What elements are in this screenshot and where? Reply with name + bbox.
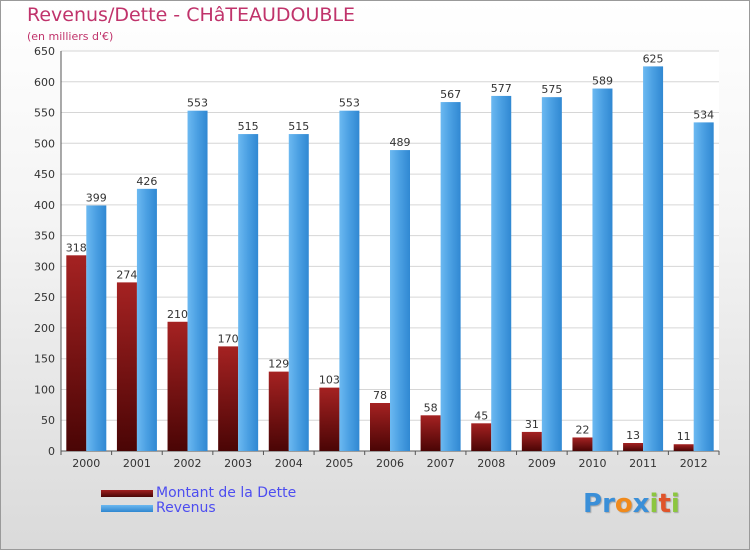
x-tick-label: 2002 bbox=[174, 457, 202, 470]
bar-dette bbox=[623, 443, 644, 451]
data-label-dette: 11 bbox=[677, 430, 691, 443]
logo-letter: t bbox=[658, 489, 671, 519]
y-tick-label: 600 bbox=[34, 76, 55, 89]
x-tick-label: 2010 bbox=[578, 457, 606, 470]
y-tick-label: 0 bbox=[48, 445, 55, 458]
data-label-dette: 103 bbox=[319, 374, 340, 387]
y-tick-label: 350 bbox=[34, 230, 55, 243]
y-tick-label: 200 bbox=[34, 322, 55, 335]
y-tick-label: 300 bbox=[34, 260, 55, 273]
logo-letter: r bbox=[602, 489, 615, 519]
bar-revenus bbox=[491, 95, 512, 451]
logo-letter: x bbox=[632, 489, 650, 519]
bar-revenus bbox=[339, 110, 360, 451]
data-label-dette: 274 bbox=[116, 268, 137, 281]
data-label-dette: 13 bbox=[626, 429, 640, 442]
bar-dette bbox=[471, 423, 492, 451]
data-label-revenus: 515 bbox=[288, 120, 309, 133]
bar-revenus bbox=[440, 102, 461, 452]
data-label-revenus: 553 bbox=[339, 97, 360, 110]
data-label-dette: 129 bbox=[268, 358, 289, 371]
y-tick-label: 450 bbox=[34, 168, 55, 181]
logo-letter: P bbox=[583, 489, 603, 519]
chart-title: Revenus/Dette - CHâTEAUDOUBLE bbox=[27, 4, 356, 26]
bar-revenus bbox=[643, 66, 664, 451]
y-tick-label: 550 bbox=[34, 107, 55, 120]
legend-swatch-dette bbox=[101, 490, 153, 497]
data-label-revenus: 625 bbox=[643, 52, 664, 65]
bar-revenus bbox=[693, 122, 714, 451]
x-tick-label: 2004 bbox=[275, 457, 303, 470]
data-label-revenus: 534 bbox=[693, 108, 714, 121]
bar-revenus bbox=[288, 134, 309, 452]
data-label-revenus: 553 bbox=[187, 97, 208, 110]
bar-dette bbox=[572, 437, 593, 451]
bar-chart: 0 50 100 150 200 250 300 350 400 450 500 550 600 650 2… bbox=[34, 45, 720, 470]
bar-dette bbox=[319, 387, 340, 451]
data-label-dette: 58 bbox=[424, 401, 438, 414]
bar-dette bbox=[167, 321, 188, 451]
data-label-revenus: 575 bbox=[541, 83, 562, 96]
data-label-dette: 210 bbox=[167, 308, 188, 321]
y-tick-label: 500 bbox=[34, 137, 55, 150]
bar-dette bbox=[521, 431, 542, 451]
x-tick-label: 2009 bbox=[528, 457, 556, 470]
bar-dette bbox=[370, 403, 390, 451]
data-label-revenus: 567 bbox=[440, 88, 461, 101]
bar-dette bbox=[66, 255, 87, 451]
y-tick-label: 150 bbox=[34, 353, 55, 366]
y-tick-label: 250 bbox=[34, 291, 55, 304]
y-tick-label: 400 bbox=[34, 199, 55, 212]
proxiti-logo: Proxiti bbox=[583, 489, 680, 519]
bar-dette bbox=[673, 444, 694, 451]
x-tick-label: 2012 bbox=[680, 457, 708, 470]
bar-dette bbox=[116, 282, 137, 451]
bar-dette bbox=[218, 346, 239, 451]
data-label-revenus: 399 bbox=[86, 191, 107, 204]
x-tick-label: 2005 bbox=[325, 457, 353, 470]
x-tick-label: 2008 bbox=[477, 457, 505, 470]
data-label-revenus: 489 bbox=[390, 136, 411, 149]
bar-revenus bbox=[238, 134, 259, 452]
bar-revenus bbox=[390, 150, 410, 452]
bar-revenus bbox=[86, 205, 107, 451]
chart-subtitle: (en milliers d'€) bbox=[27, 30, 114, 43]
logo-letter: o bbox=[614, 489, 633, 519]
legend-label-dette: Montant de la Dette bbox=[156, 485, 297, 501]
bar-revenus bbox=[592, 88, 613, 452]
data-label-dette: 22 bbox=[575, 423, 589, 436]
x-tick-label: 2000 bbox=[72, 457, 100, 470]
data-label-dette: 45 bbox=[474, 409, 488, 422]
legend-label-revenus: Revenus bbox=[156, 500, 216, 516]
data-label-dette: 31 bbox=[525, 418, 539, 431]
data-label-dette: 78 bbox=[373, 389, 387, 402]
logo-letter: i bbox=[649, 489, 659, 519]
data-label-revenus: 589 bbox=[592, 75, 613, 88]
data-label-dette: 170 bbox=[218, 332, 239, 345]
bar-revenus bbox=[187, 110, 208, 451]
data-label-dette: 318 bbox=[66, 241, 87, 254]
x-tick-label: 2007 bbox=[427, 457, 455, 470]
x-tick-label: 2011 bbox=[629, 457, 657, 470]
data-label-revenus: 515 bbox=[238, 120, 259, 133]
legend-swatch-revenus bbox=[101, 505, 153, 512]
bar-dette bbox=[420, 415, 441, 451]
y-tick-label: 650 bbox=[34, 45, 55, 58]
data-label-revenus: 577 bbox=[491, 82, 512, 95]
x-tick-label: 2006 bbox=[376, 457, 404, 470]
x-tick-label: 2003 bbox=[224, 457, 252, 470]
bar-dette bbox=[268, 371, 289, 451]
x-tick-label: 2001 bbox=[123, 457, 151, 470]
data-label-revenus: 426 bbox=[136, 175, 157, 188]
y-tick-label: 50 bbox=[41, 414, 55, 427]
bar-revenus bbox=[541, 97, 562, 452]
y-tick-label: 100 bbox=[34, 383, 55, 396]
bar-revenus bbox=[136, 188, 157, 451]
logo-letter: i bbox=[670, 489, 680, 519]
